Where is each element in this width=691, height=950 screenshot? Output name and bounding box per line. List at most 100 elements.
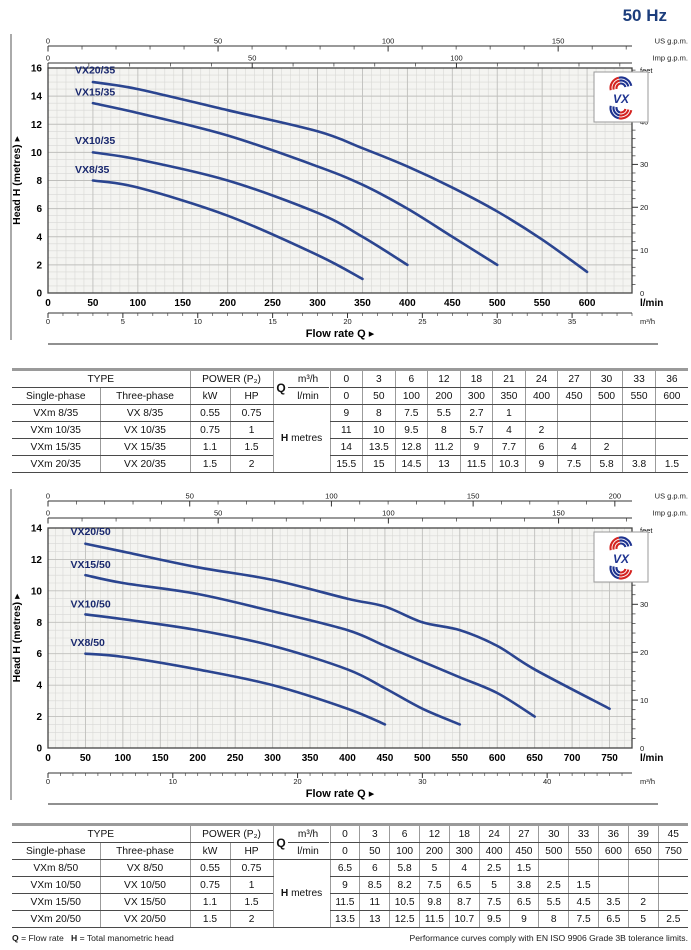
curve-VX10/50	[84, 613, 462, 726]
three-phase-header: Three-phase	[99, 387, 191, 405]
power-hp: 1.5	[229, 893, 274, 911]
head-value	[597, 859, 629, 877]
pump-model-three: VX 8/35	[99, 404, 191, 422]
svg-text:m³/h: m³/h	[640, 317, 655, 326]
vx-logo: VX	[593, 531, 649, 583]
head-value: 4.5	[568, 893, 599, 911]
curve-labels: VX20/35 VX15/35 VX10/35 VX8/35	[75, 65, 115, 176]
head-value: 6	[524, 438, 558, 456]
power-kw: 1.1	[189, 893, 231, 911]
head-value	[524, 404, 558, 422]
svg-text:400: 400	[399, 298, 416, 309]
svg-text:700: 700	[564, 753, 581, 764]
m3h-value: 30	[538, 824, 569, 843]
curve-label-VX15/50: VX15/50	[70, 559, 110, 571]
head-value: 1.5	[508, 859, 539, 877]
svg-text:4: 4	[36, 681, 42, 692]
lmin-value: 500	[538, 842, 569, 860]
head-value: 8.7	[448, 893, 480, 911]
pump-model-single: VXm 10/50	[12, 876, 100, 894]
footer-q-symbol: Q	[12, 933, 19, 943]
svg-text:50: 50	[214, 509, 222, 518]
svg-text:5: 5	[121, 317, 125, 326]
pump-model-three: VX 8/50	[99, 859, 191, 877]
svg-text:200: 200	[219, 298, 236, 309]
lmin-value: 450	[557, 387, 591, 405]
curve-VX15/35	[91, 101, 499, 267]
lmin-value: 450	[508, 842, 539, 860]
svg-text:350: 350	[354, 298, 371, 309]
lmin-value: 600	[654, 387, 688, 405]
lmin-value: 400	[524, 387, 558, 405]
head-value	[654, 438, 688, 456]
hp-header: HP	[229, 387, 274, 405]
pump-model-three: VX 10/35	[99, 421, 191, 439]
svg-text:600: 600	[579, 298, 596, 309]
curve-labels: VX20/50 VX15/50 VX10/50 VX8/50	[70, 526, 110, 649]
curve-label-VX10/50: VX10/50	[70, 598, 110, 610]
logo-fan-top	[609, 536, 633, 551]
svg-text:150: 150	[552, 509, 565, 518]
svg-text:0: 0	[640, 744, 644, 753]
head-value: 11	[359, 893, 390, 911]
head-value	[622, 404, 656, 422]
svg-text:6: 6	[36, 649, 42, 660]
hp-header: HP	[229, 842, 274, 860]
head-value: 5.5	[538, 893, 569, 911]
svg-text:10: 10	[169, 777, 177, 786]
svg-text:600: 600	[489, 753, 506, 764]
head-value: 7.5	[557, 455, 591, 473]
svg-text:VX: VX	[613, 552, 630, 566]
head-value: 2	[627, 893, 659, 911]
head-value: 12.8	[394, 438, 428, 456]
footer-q-text: = Flow rate	[21, 933, 64, 943]
svg-text:10: 10	[31, 148, 43, 159]
q-unit-m3h: m³/h	[287, 371, 329, 388]
head-value: 2	[524, 421, 558, 439]
h-symbol: H	[280, 888, 289, 899]
lmin-value: 100	[394, 387, 428, 405]
head-value: 15.5	[329, 455, 363, 473]
m3h-value: 27	[508, 824, 539, 843]
head-value: 8	[362, 404, 396, 422]
vx-logo: VX	[593, 71, 649, 123]
head-value: 3.8	[622, 455, 656, 473]
head-value: 3.8	[508, 876, 539, 894]
svg-text:14: 14	[31, 524, 43, 535]
header-row-2: Single-phase Three-phase kW HP 0 50 100 200 300 4…	[12, 842, 688, 860]
table-row: VXm 8/35 VX 8/35 0.55 0.75 H metres 9 8 7.5 5.5 2…	[12, 404, 688, 473]
svg-text:0: 0	[45, 753, 51, 764]
head-value	[654, 404, 688, 422]
svg-text:4: 4	[36, 232, 42, 243]
head-value: 9.5	[394, 421, 428, 439]
table-row: VXm 10/50 VX 10/50 0.75 1 9 8.5 8.2 7.5 6.5 5 3.8 2…	[12, 876, 688, 894]
head-value: 5	[478, 876, 509, 894]
head-value: 8.2	[389, 876, 420, 894]
table-row: VXm 8/50 VX 8/50 0.55 0.75 H metres 6.5 6 5.8 5 4…	[12, 859, 688, 928]
table-row: VXm 15/50 VX 15/50 1.1 1.5 11.5 11 10.5 9.8 8.7 7…	[12, 893, 688, 911]
head-value: 11.5	[329, 893, 360, 911]
head-value: 6.5	[508, 893, 539, 911]
power-kw: 0.75	[189, 421, 231, 439]
pump-model-three: VX 15/35	[99, 438, 191, 456]
head-value	[589, 421, 623, 439]
svg-text:50: 50	[248, 54, 256, 63]
logo-fan-bottom	[609, 105, 633, 120]
svg-text:2: 2	[36, 260, 42, 271]
svg-text:400: 400	[339, 753, 356, 764]
head-value: 13.5	[362, 438, 396, 456]
svg-text:50: 50	[87, 298, 99, 309]
head-value: 1.5	[568, 876, 599, 894]
svg-text:15: 15	[268, 317, 276, 326]
head-value: 5.8	[389, 859, 420, 877]
svg-text:550: 550	[534, 298, 551, 309]
svg-text:500: 500	[414, 753, 431, 764]
lmin-value: 100	[389, 842, 420, 860]
head-value: 1.5	[654, 455, 688, 473]
svg-text:Imp g.p.m.: Imp g.p.m.	[653, 54, 688, 63]
svg-text:150: 150	[152, 753, 169, 764]
chart-vx35: 0 2 4 6 8 10 12 14 16 Head H (metres) ▸ 0 50 100 150 2…	[0, 30, 691, 360]
